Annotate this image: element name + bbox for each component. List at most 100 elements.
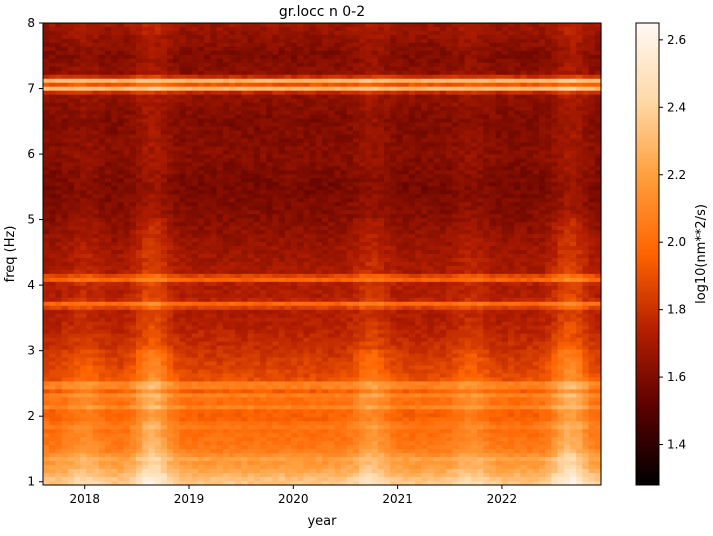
heatmap-cell (396, 230, 404, 235)
heatmap-cell (98, 210, 106, 215)
heatmap-cell (452, 58, 459, 64)
heatmap-cell (588, 210, 596, 215)
heatmap-cell (346, 174, 354, 179)
heatmap-cell (204, 66, 211, 72)
heatmap-cell (495, 114, 503, 120)
heatmap-cell (111, 54, 118, 60)
heatmap-cell (235, 54, 242, 60)
heatmap-cell (49, 130, 56, 136)
heatmap-cell (508, 26, 515, 32)
heatmap-cell (61, 30, 69, 36)
heatmap-cell (111, 178, 118, 183)
heatmap-cell (551, 34, 559, 40)
heatmap-cell (43, 23, 50, 28)
heatmap-cell (563, 154, 571, 160)
heatmap-cell (198, 130, 205, 136)
heatmap-cell (402, 134, 410, 140)
heatmap-cell (421, 154, 428, 160)
heatmap-cell (117, 238, 125, 243)
heatmap-cell (210, 122, 218, 128)
heatmap-cell (154, 198, 162, 203)
heatmap-cell (123, 102, 131, 108)
heatmap-cell (477, 70, 484, 76)
heatmap-cell (433, 174, 441, 179)
heatmap-cell (167, 90, 174, 96)
heatmap-cell (483, 146, 490, 152)
heatmap-cell (390, 166, 397, 171)
heatmap-cell (142, 23, 149, 28)
heatmap-cell (185, 182, 193, 187)
heatmap-cell (483, 214, 490, 219)
heatmap-cell (377, 58, 385, 64)
heatmap-cell (576, 202, 583, 207)
heatmap-cell (353, 146, 360, 152)
heatmap-cell (216, 86, 224, 92)
heatmap-cell (74, 74, 81, 80)
heatmap-cell (86, 122, 94, 128)
heatmap-cell (284, 154, 292, 160)
heatmap-cell (340, 66, 348, 72)
heatmap-cell (61, 82, 69, 88)
heatmap-cell (86, 226, 94, 231)
heatmap-cell (322, 182, 329, 187)
heatmap-cell (309, 218, 317, 223)
heatmap-cell (154, 150, 162, 156)
heatmap-cell (136, 118, 143, 124)
heatmap-cell (322, 150, 329, 156)
heatmap-cell (588, 46, 596, 52)
heatmap-cell (266, 126, 273, 132)
heatmap-cell (334, 90, 342, 96)
heatmap-cell (576, 106, 583, 112)
heatmap-cell (49, 138, 56, 144)
heatmap-cell (210, 194, 218, 199)
heatmap-cell (470, 234, 478, 239)
heatmap-cell (61, 238, 69, 243)
heatmap-cell (229, 78, 236, 84)
heatmap-cell (309, 150, 317, 156)
heatmap-cell (297, 86, 304, 92)
heatmap-cell (278, 70, 286, 76)
heatmap-cell (229, 230, 236, 235)
heatmap-cell (278, 158, 286, 163)
heatmap-cell (322, 146, 329, 152)
heatmap-cell (526, 58, 534, 64)
heatmap-cell (160, 174, 168, 179)
heatmap-cell (154, 202, 162, 207)
heatmap-cell (191, 102, 199, 108)
heatmap-cell (284, 178, 292, 183)
heatmap-cell (167, 66, 174, 72)
heatmap-cell (204, 178, 211, 183)
heatmap-cell (501, 154, 509, 160)
heatmap-cell (415, 90, 422, 96)
heatmap-cell (136, 86, 143, 92)
heatmap-cell (588, 194, 596, 199)
heatmap-cell (154, 122, 162, 128)
heatmap-cell (160, 58, 168, 64)
heatmap-cell (334, 66, 342, 72)
heatmap-cell (272, 222, 280, 227)
heatmap-cell (55, 178, 63, 183)
heatmap-cell (390, 138, 397, 144)
heatmap-cell (421, 23, 428, 28)
heatmap-cell (272, 102, 280, 108)
heatmap-cell (483, 23, 490, 28)
heatmap-cell (532, 122, 540, 128)
heatmap-cell (61, 222, 69, 227)
heatmap-cell (222, 23, 230, 28)
heatmap-cell (588, 142, 596, 148)
heatmap-cell (61, 186, 69, 191)
heatmap-cell (167, 194, 174, 199)
heatmap-cell (229, 54, 236, 60)
heatmap-cell (353, 114, 360, 120)
heatmap-cell (61, 138, 69, 144)
heatmap-cell (433, 222, 441, 227)
heatmap-cell (179, 74, 187, 80)
heatmap-cell (421, 214, 428, 219)
heatmap-cell (173, 150, 180, 156)
heatmap-cell (563, 130, 571, 136)
heatmap-cell (241, 226, 249, 231)
heatmap-cell (117, 30, 125, 36)
heatmap-cell (98, 74, 106, 80)
heatmap-cell (204, 166, 211, 171)
heatmap-cell (278, 166, 286, 171)
